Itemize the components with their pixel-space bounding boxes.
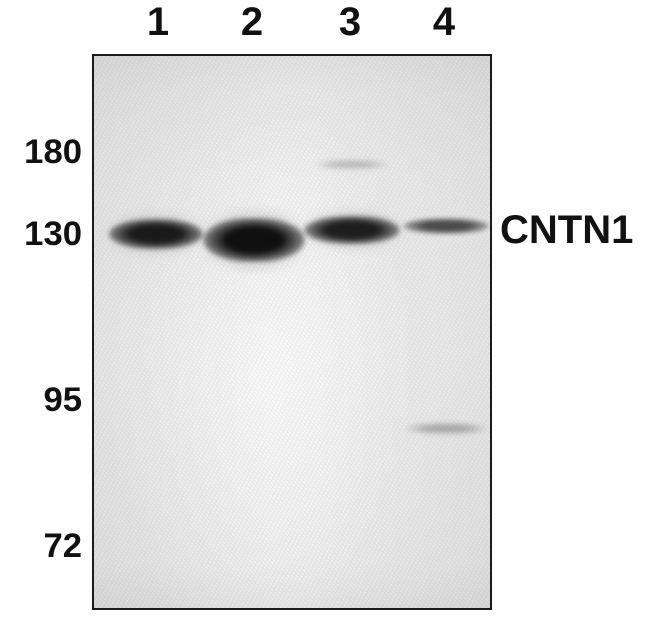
- faint-band-lane3: [315, 160, 389, 169]
- lane-label-3: 3: [328, 0, 372, 45]
- lane-label-2: 2: [230, 0, 274, 45]
- protein-label: CNTN1: [500, 208, 633, 253]
- mw-marker-72: 72: [0, 527, 82, 566]
- band-lane4: [403, 218, 489, 234]
- mw-marker-180: 180: [0, 133, 82, 172]
- blot-membrane: [92, 54, 492, 610]
- lane-label-1: 1: [136, 0, 180, 45]
- lane-label-4: 4: [422, 0, 466, 45]
- band-lane3: [304, 216, 400, 244]
- blot-noise: [94, 56, 490, 608]
- band-lane2: [203, 218, 305, 262]
- mw-marker-95: 95: [0, 381, 82, 420]
- mw-marker-130: 130: [0, 215, 82, 254]
- band-lane1: [109, 219, 203, 249]
- faint-band-lane4: [405, 423, 487, 434]
